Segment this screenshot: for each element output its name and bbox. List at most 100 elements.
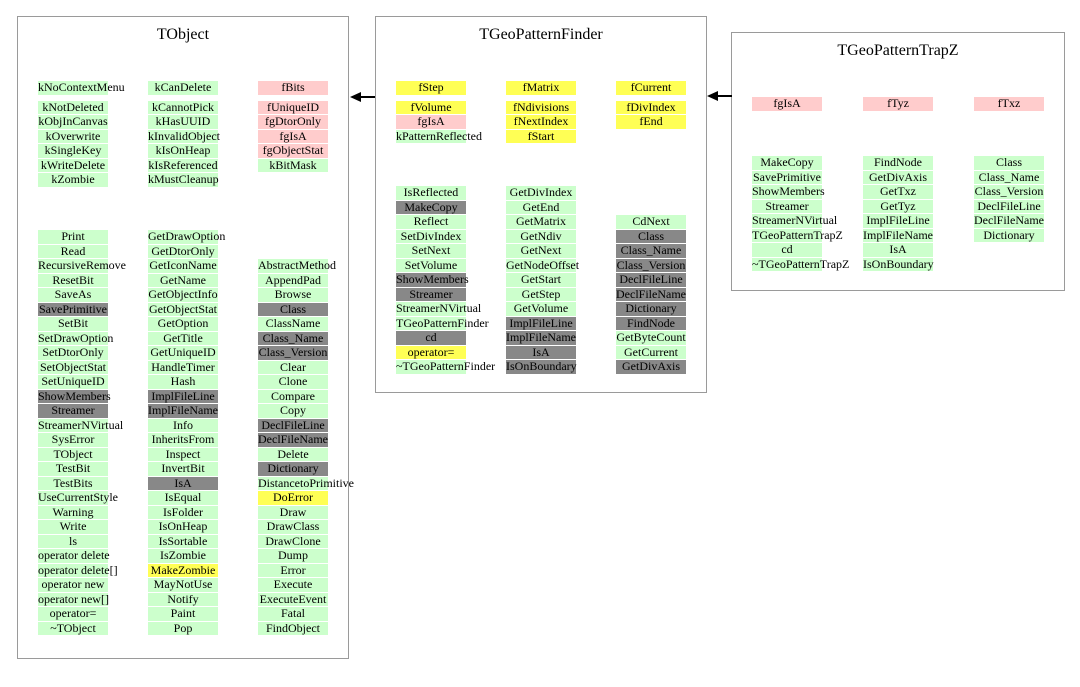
method-cell[interactable]: DistancetoPrimitive [258,475,354,490]
member-cell[interactable]: kBitMask [258,158,328,172]
method-cell[interactable]: ~TGeoPatternFinder [396,359,496,374]
member-cell[interactable]: kIsOnHeap [148,143,218,158]
class-title[interactable]: TGeoPatternFinder [479,26,603,43]
method-cell[interactable]: DeclFileName [616,286,686,301]
member-cell[interactable]: fCurrent [616,80,686,95]
method-cell[interactable]: GetVolume [506,301,576,316]
method-cell[interactable]: SetDtorOnly [38,345,108,360]
method-cell[interactable]: Copy [258,403,328,418]
method-cell[interactable]: FindNode [863,155,933,170]
method-cell[interactable]: GetStep [506,287,576,301]
method-cell[interactable]: TGeoPatternFinder [396,315,489,330]
method-cell[interactable]: GetEnd [506,200,576,214]
method-cell[interactable]: Print [38,229,108,244]
member-cell[interactable]: fTxz [974,96,1044,111]
method-cell[interactable]: TestBit [38,461,108,476]
method-cell[interactable]: SysError [38,432,108,447]
method-cell[interactable]: ls [38,534,108,548]
method-cell[interactable]: Notify [148,592,218,606]
method-cell[interactable]: SetVolume [396,258,466,272]
method-cell[interactable]: Dictionary [974,228,1044,242]
method-cell[interactable]: Class_Version [616,257,686,272]
method-cell[interactable]: GetUniqueID [148,345,218,360]
method-cell[interactable]: Clear [258,360,328,374]
method-cell[interactable]: IsEqual [148,490,218,505]
method-cell[interactable]: Clone [258,374,328,389]
method-cell[interactable]: GetObjectStat [148,301,218,316]
member-cell[interactable]: fNextIndex [506,114,576,129]
method-cell[interactable]: IsOnHeap [148,519,218,534]
method-cell[interactable]: Streamer [396,287,466,301]
member-cell[interactable]: kSingleKey [38,143,108,158]
method-cell[interactable]: operator= [396,345,466,359]
method-cell[interactable]: DrawClone [258,534,328,548]
method-cell[interactable]: operator delete [38,548,110,563]
method-cell[interactable]: GetStart [506,272,576,287]
method-cell[interactable]: GetDivIndex [506,185,576,200]
method-cell[interactable]: UseCurrentStyle [38,490,118,505]
method-cell[interactable]: Paint [148,606,218,621]
method-cell[interactable]: IsFolder [148,505,218,519]
method-cell[interactable]: CdNext [616,214,686,229]
method-cell[interactable]: SetNext [396,243,466,258]
method-cell[interactable]: Browse [258,287,328,302]
method-cell[interactable]: IsSortable [148,534,218,548]
member-cell[interactable]: kNoContextMenu [38,80,125,95]
method-cell[interactable]: GetCurrent [616,345,686,359]
method-cell[interactable]: Class_Version [258,345,328,360]
member-cell[interactable]: fgObjectStat [258,143,328,158]
member-cell[interactable]: kOverwrite [38,129,108,143]
method-cell[interactable]: Class [258,302,328,316]
method-cell[interactable]: GetNdiv [506,229,576,243]
method-cell[interactable]: TestBits [38,476,108,490]
method-cell[interactable]: operator= [38,606,108,621]
method-cell[interactable]: DoError [258,490,328,505]
method-cell[interactable]: Inspect [148,447,218,461]
method-cell[interactable]: SetDrawOption [38,330,114,345]
method-cell[interactable]: IsOnBoundary [506,359,577,374]
method-cell[interactable]: MakeCopy [396,200,466,214]
method-cell[interactable]: ImplFileLine [863,213,933,228]
method-cell[interactable]: SavePrimitive [38,301,108,316]
method-cell[interactable]: ExecuteEvent [258,591,328,606]
method-cell[interactable]: ShowMembers [396,272,469,287]
member-cell[interactable]: kNotDeleted [38,100,108,114]
method-cell[interactable]: DeclFileLine [616,272,686,287]
method-cell[interactable]: GetTitle [148,331,218,345]
member-cell[interactable]: fTyz [863,96,933,111]
method-cell[interactable]: GetDivAxis [616,359,686,374]
method-cell[interactable]: SetBit [38,316,108,331]
method-cell[interactable]: Read [38,244,108,258]
member-cell[interactable]: fStart [506,129,576,143]
method-cell[interactable]: StreamerNVirtual [752,213,838,228]
method-cell[interactable]: ShowMembers [38,388,111,403]
method-cell[interactable]: GetMatrix [506,214,576,229]
method-cell[interactable]: GetIconName [148,258,218,273]
method-cell[interactable]: Write [38,519,108,534]
method-cell[interactable]: GetDtorOnly [148,244,218,258]
member-cell[interactable]: kIsReferenced [148,157,218,172]
method-cell[interactable]: DeclFileName [258,432,328,447]
method-cell[interactable]: StreamerNVirtual [38,417,124,432]
member-cell[interactable]: kPatternReflected [396,128,482,143]
member-cell[interactable]: fDivIndex [616,100,686,114]
method-cell[interactable]: Pop [148,621,218,635]
member-cell[interactable]: fVolume [396,100,466,114]
method-cell[interactable]: Streamer [38,403,108,418]
method-cell[interactable]: Hash [148,374,218,389]
method-cell[interactable]: ~TGeoPatternTrapZ [752,256,850,271]
method-cell[interactable]: StreamerNVirtual [396,301,482,316]
method-cell[interactable]: ImplFileName [506,330,576,345]
method-cell[interactable]: SaveAs [38,287,108,302]
method-cell[interactable]: Execute [258,577,328,592]
method-cell[interactable]: Reflect [396,214,466,229]
method-cell[interactable]: SetObjectStat [38,359,108,374]
method-cell[interactable]: RecursiveRemove [38,258,126,273]
method-cell[interactable]: Fatal [258,606,328,621]
member-cell[interactable]: fUniqueID [258,100,328,114]
member-cell[interactable]: fgIsA [396,114,466,129]
method-cell[interactable]: Dictionary [258,461,328,476]
method-cell[interactable]: ClassName [258,316,328,331]
method-cell[interactable]: SetUniqueID [38,374,108,389]
method-cell[interactable]: MakeZombie [148,563,218,577]
